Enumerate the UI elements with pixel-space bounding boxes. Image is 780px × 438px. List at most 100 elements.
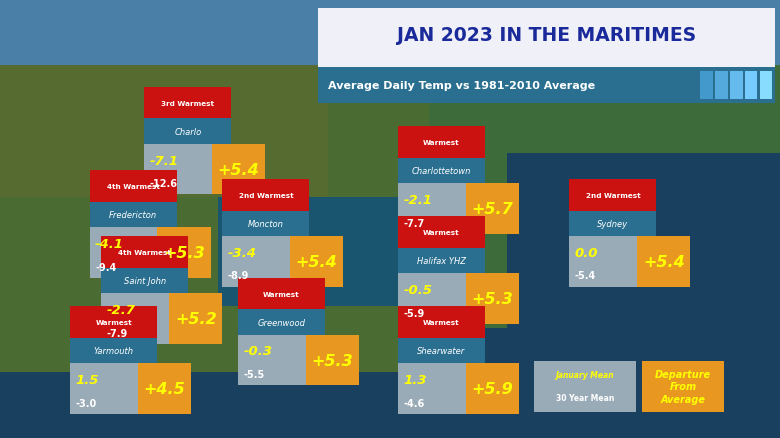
FancyBboxPatch shape bbox=[730, 72, 743, 99]
Text: 2nd Warmest: 2nd Warmest bbox=[239, 192, 293, 198]
Text: -4.1: -4.1 bbox=[95, 237, 124, 251]
FancyBboxPatch shape bbox=[398, 364, 466, 414]
FancyBboxPatch shape bbox=[715, 72, 728, 99]
FancyBboxPatch shape bbox=[158, 228, 211, 278]
Text: -5.4: -5.4 bbox=[575, 271, 596, 281]
FancyBboxPatch shape bbox=[238, 335, 306, 385]
Text: 1.3: 1.3 bbox=[403, 373, 427, 386]
FancyBboxPatch shape bbox=[398, 307, 485, 338]
FancyBboxPatch shape bbox=[745, 72, 757, 99]
Text: +5.4: +5.4 bbox=[296, 254, 338, 269]
FancyBboxPatch shape bbox=[569, 237, 637, 287]
FancyBboxPatch shape bbox=[398, 248, 485, 274]
FancyBboxPatch shape bbox=[466, 184, 519, 234]
FancyBboxPatch shape bbox=[101, 268, 189, 293]
FancyBboxPatch shape bbox=[144, 88, 232, 119]
Text: 3rd Warmest: 3rd Warmest bbox=[161, 100, 214, 106]
Text: -3.0: -3.0 bbox=[76, 398, 97, 408]
Text: -7.9: -7.9 bbox=[107, 328, 128, 338]
Text: Average Daily Temp vs 1981-2010 Average: Average Daily Temp vs 1981-2010 Average bbox=[328, 81, 594, 91]
FancyBboxPatch shape bbox=[90, 228, 158, 278]
Text: Warmest: Warmest bbox=[423, 140, 459, 146]
Text: -3.4: -3.4 bbox=[228, 246, 257, 259]
Text: 4th Warmest: 4th Warmest bbox=[107, 184, 160, 190]
Text: Yarmouth: Yarmouth bbox=[94, 346, 133, 355]
FancyBboxPatch shape bbox=[169, 293, 222, 344]
Text: Warmest: Warmest bbox=[423, 230, 459, 236]
FancyBboxPatch shape bbox=[398, 338, 485, 364]
Text: 30 Year Mean: 30 Year Mean bbox=[556, 393, 614, 402]
Text: -2.7: -2.7 bbox=[107, 303, 136, 316]
FancyBboxPatch shape bbox=[290, 237, 343, 287]
Text: +5.7: +5.7 bbox=[471, 201, 513, 217]
Text: Warmest: Warmest bbox=[423, 319, 459, 325]
Text: Moncton: Moncton bbox=[248, 219, 284, 228]
Text: +5.9: +5.9 bbox=[471, 381, 513, 396]
Text: +5.4: +5.4 bbox=[643, 254, 685, 269]
Text: 4th Warmest: 4th Warmest bbox=[119, 249, 172, 255]
FancyBboxPatch shape bbox=[212, 145, 265, 195]
FancyBboxPatch shape bbox=[0, 0, 780, 79]
Text: Charlottetown: Charlottetown bbox=[412, 167, 471, 176]
Text: +5.4: +5.4 bbox=[218, 162, 260, 177]
Text: Warmest: Warmest bbox=[263, 291, 300, 297]
FancyBboxPatch shape bbox=[398, 127, 485, 159]
FancyBboxPatch shape bbox=[507, 153, 780, 394]
FancyBboxPatch shape bbox=[534, 361, 636, 412]
FancyBboxPatch shape bbox=[569, 180, 657, 211]
FancyBboxPatch shape bbox=[238, 278, 325, 310]
FancyBboxPatch shape bbox=[642, 361, 724, 412]
FancyBboxPatch shape bbox=[700, 72, 713, 99]
FancyBboxPatch shape bbox=[569, 211, 657, 237]
FancyBboxPatch shape bbox=[760, 72, 772, 99]
FancyBboxPatch shape bbox=[101, 293, 169, 344]
Text: -2.1: -2.1 bbox=[403, 194, 432, 207]
FancyBboxPatch shape bbox=[70, 307, 158, 338]
FancyBboxPatch shape bbox=[70, 338, 158, 364]
Text: +5.3: +5.3 bbox=[163, 245, 205, 261]
Text: +5.3: +5.3 bbox=[311, 353, 353, 368]
FancyBboxPatch shape bbox=[318, 68, 775, 104]
Text: 1.5: 1.5 bbox=[76, 373, 99, 386]
Text: Halifax YHZ: Halifax YHZ bbox=[417, 257, 466, 265]
FancyBboxPatch shape bbox=[398, 217, 485, 248]
FancyBboxPatch shape bbox=[222, 237, 290, 287]
FancyBboxPatch shape bbox=[238, 310, 325, 335]
FancyBboxPatch shape bbox=[144, 119, 232, 145]
FancyBboxPatch shape bbox=[222, 211, 310, 237]
Text: -9.4: -9.4 bbox=[95, 262, 116, 272]
FancyBboxPatch shape bbox=[138, 364, 191, 414]
Text: -7.7: -7.7 bbox=[403, 218, 424, 228]
Text: -0.5: -0.5 bbox=[403, 283, 432, 297]
Text: 2nd Warmest: 2nd Warmest bbox=[586, 192, 640, 198]
FancyBboxPatch shape bbox=[466, 364, 519, 414]
Text: -0.3: -0.3 bbox=[243, 345, 272, 358]
Text: Shearwater: Shearwater bbox=[417, 346, 466, 355]
Text: Departure
From
Average: Departure From Average bbox=[655, 369, 711, 404]
Text: JAN 2023 IN THE MARITIMES: JAN 2023 IN THE MARITIMES bbox=[397, 26, 696, 45]
FancyBboxPatch shape bbox=[398, 159, 485, 184]
Text: 0.0: 0.0 bbox=[575, 246, 598, 259]
Text: Greenwood: Greenwood bbox=[257, 318, 306, 327]
Text: -4.6: -4.6 bbox=[403, 398, 424, 408]
Text: -8.9: -8.9 bbox=[228, 271, 249, 281]
Text: January Mean: January Mean bbox=[555, 371, 615, 379]
Text: +5.3: +5.3 bbox=[471, 291, 513, 307]
FancyBboxPatch shape bbox=[0, 66, 429, 372]
FancyBboxPatch shape bbox=[0, 66, 780, 438]
Text: -7.1: -7.1 bbox=[150, 154, 179, 167]
Text: Sydney: Sydney bbox=[597, 219, 629, 228]
FancyBboxPatch shape bbox=[0, 66, 328, 197]
FancyBboxPatch shape bbox=[398, 274, 466, 324]
Text: Warmest: Warmest bbox=[95, 319, 132, 325]
FancyBboxPatch shape bbox=[90, 202, 177, 228]
FancyBboxPatch shape bbox=[0, 328, 780, 438]
Text: Saint John: Saint John bbox=[124, 276, 166, 285]
Text: Charlo: Charlo bbox=[174, 127, 201, 136]
FancyBboxPatch shape bbox=[637, 237, 690, 287]
FancyBboxPatch shape bbox=[144, 145, 212, 195]
Text: -5.5: -5.5 bbox=[243, 369, 264, 379]
Text: Fredericton: Fredericton bbox=[109, 211, 158, 219]
FancyBboxPatch shape bbox=[466, 274, 519, 324]
FancyBboxPatch shape bbox=[101, 237, 189, 268]
